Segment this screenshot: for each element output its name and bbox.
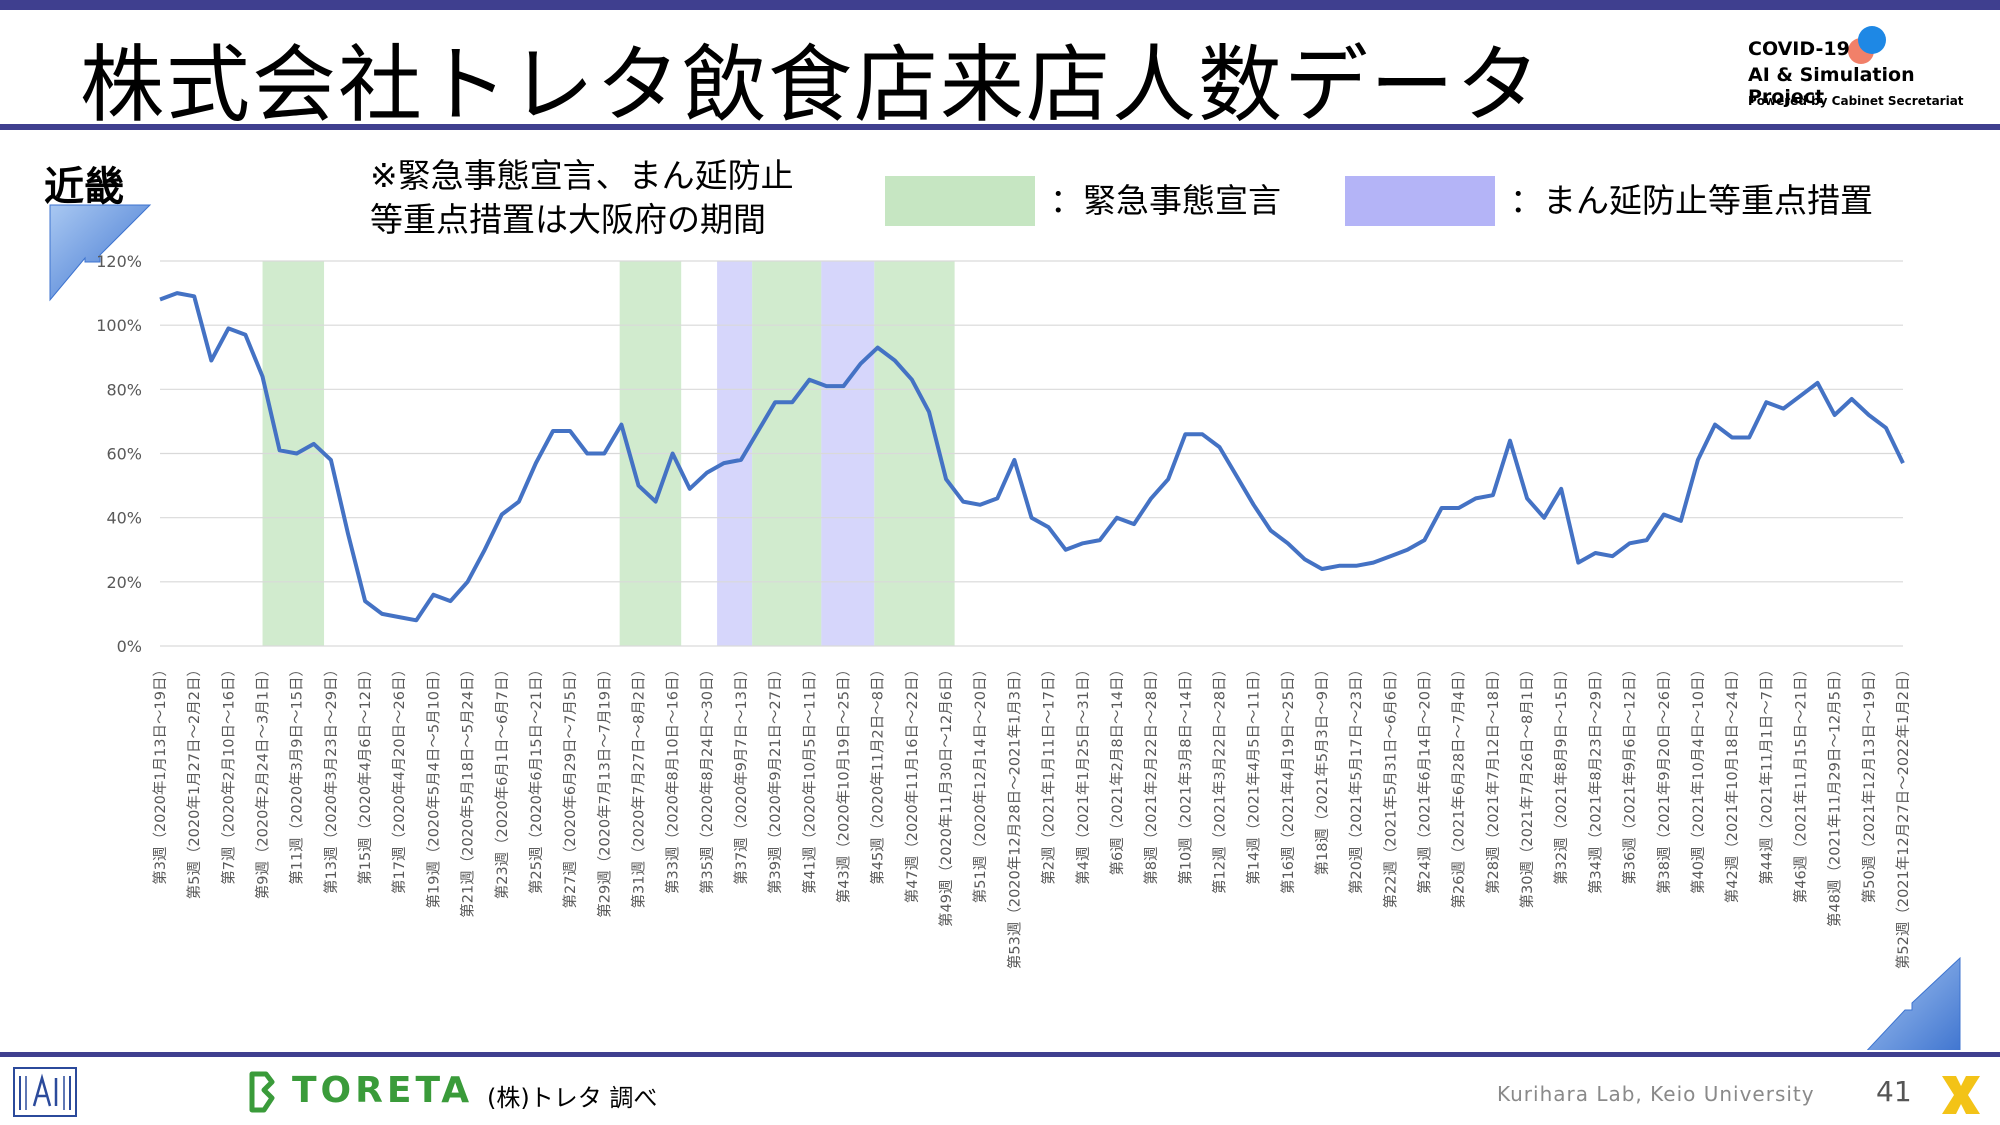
toreta-logo-text: TORETA — [292, 1070, 474, 1111]
y-tick-label: 120% — [96, 252, 142, 271]
x-tick-label: 第27週（2020年6月29日～7月5日） — [561, 662, 579, 908]
covid-project-logo: COVID-19 AI & Simulation Project Powered… — [1748, 26, 1988, 114]
x-tick-label: 第8週（2021年2月22日～28日） — [1142, 662, 1160, 885]
source-text: (株)トレタ 調べ — [487, 1084, 658, 1112]
note-text: ※緊急事態宣言、まん延防止 等重点措置は大阪府の期間 — [370, 154, 794, 242]
x-tick-label: 第40週（2021年10月4日～10日） — [1689, 662, 1707, 894]
legend-emergency-swatch — [885, 176, 1035, 226]
covid-logo-line3: Powered by Cabinet Secretariat — [1748, 94, 1964, 108]
x-tick-label: 第47週（2020年11月16日～22日） — [903, 662, 921, 903]
top-accent-bar — [0, 0, 2000, 10]
x-tick-label: 第52週（2021年12月27日～2022年1月2日） — [1894, 662, 1912, 969]
y-tick-label: 80% — [106, 380, 142, 399]
x-tick-label: 第50週（2021年12月13日～19日） — [1860, 662, 1878, 903]
visitor-series-line — [159, 291, 1905, 623]
x-tick-label: 第21週（2020年5月18日～5月24日） — [459, 662, 477, 918]
legend-priority-label: ：まん延防止等重点措置 — [1510, 181, 1873, 220]
x-tick-label: 第28週（2021年7月12日～18日） — [1484, 662, 1502, 894]
corner-arrow-top-left-icon — [49, 204, 152, 302]
y-tick-label: 0% — [117, 637, 142, 656]
x-tick-label: 第32週（2021年8月9日～15日） — [1552, 662, 1570, 885]
x-tick-label: 第45週（2020年11月2日～8日） — [869, 662, 887, 885]
x-tick-label: 第26週（2021年6月28日～7月4日） — [1450, 662, 1468, 908]
x-tick-label: 第12週（2021年3月22日～28日） — [1211, 662, 1229, 894]
lab-credit: Kurihara Lab, Keio University — [1497, 1082, 1815, 1106]
x-tick-label: 第14週（2021年4月5日～11日） — [1245, 662, 1263, 885]
x-tick-label: 第29週（2020年7月13日～7月19日） — [595, 662, 613, 918]
corner-arrow-bottom-right-icon — [1866, 956, 1961, 1050]
x-tick-label: 第41週（2020年10月5日～11日） — [800, 662, 818, 894]
x-tick-label: 第51週（2020年12月14日～20日） — [971, 662, 989, 903]
x-tick-label: 第2週（2021年1月11日～17日） — [1040, 662, 1058, 885]
x-tick-label: 第4週（2021年1月25日～31日） — [1074, 662, 1092, 885]
legend-priority-swatch — [1345, 176, 1495, 226]
x-tick-label: 第38週（2021年9月20日～26日） — [1655, 662, 1673, 894]
note-line1: ※緊急事態宣言、まん延防止 — [370, 156, 794, 195]
visitor-line-chart: 0% 20% 40% 60% 80% 100% 120% 第3週（2020年1月13日～19… — [49, 204, 1961, 1050]
covid-logo-line2: AI & Simulation Project — [1748, 64, 1915, 108]
x-tick-label: 第20週（2021年5月17日～23日） — [1347, 662, 1365, 894]
x-tick-label: 第30週（2021年7月26日～8月1日） — [1518, 662, 1536, 908]
x-tick-label: 第48週（2021年11月29日～12月5日） — [1826, 662, 1844, 927]
logo-blue-dot-icon — [1858, 26, 1886, 54]
x-brand-logo-icon — [1942, 1076, 1980, 1114]
x-tick-label: 第23週（2020年6月1日～6月7日） — [493, 662, 511, 899]
x-tick-label: 第25週（2020年6月15日～21日） — [527, 662, 545, 894]
x-tick-label: 第46週（2021年11月15日～21日） — [1792, 662, 1810, 903]
x-tick-label: 第35週（2020年8月24日～30日） — [698, 662, 716, 894]
x-tick-label: 第5週（2020年1月27日～2月2日） — [185, 662, 203, 899]
x-tick-label: 第11週（2020年3月9日～15日） — [288, 662, 306, 885]
toreta-mark-icon — [249, 1071, 275, 1113]
y-tick-label: 60% — [106, 445, 142, 464]
x-tick-label: 第22週（2021年5月31日～6月6日） — [1381, 662, 1399, 908]
y-tick-label: 100% — [96, 316, 142, 335]
x-tick-label: 第9週（2020年2月24日～3月1日） — [254, 662, 272, 899]
x-tick-label: 第19週（2020年5月4日～5月10日） — [424, 662, 442, 908]
x-tick-label: 第13週（2020年3月23日～29日） — [322, 662, 340, 894]
x-tick-label: 第24週（2021年6月14日～20日） — [1416, 662, 1434, 894]
x-tick-label: 第33週（2020年8月10日～16日） — [664, 662, 682, 894]
x-tick-label: 第6週（2021年2月8日～14日） — [1108, 662, 1126, 876]
x-tick-label: 第16週（2021年4月19日～25日） — [1279, 662, 1297, 894]
note-line2: 等重点措置は大阪府の期間 — [370, 200, 766, 239]
footer-divider — [0, 1052, 2000, 1057]
legend-emergency-label: ：緊急事態宣言 — [1050, 181, 1281, 220]
x-tick-label: 第49週（2020年11月30日～12月6日） — [937, 662, 955, 927]
page-number: 41 — [1876, 1075, 1912, 1108]
page-title: 株式会社トレタ飲食店来店人数データ — [80, 36, 1543, 134]
x-tick-label: 第10週（2021年3月8日～14日） — [1176, 662, 1194, 885]
x-tick-label: 第36週（2021年9月6日～12日） — [1621, 662, 1639, 885]
x-tick-label: 第42週（2021年10月18日～24日） — [1723, 662, 1741, 903]
region-label: 近畿 — [44, 164, 124, 210]
title-divider — [0, 124, 2000, 130]
x-tick-label: 第37週（2020年9月7日～13日） — [732, 662, 750, 885]
x-tick-label: 第7週（2020年2月10日～16日） — [219, 662, 237, 885]
x-tick-label: 第43週（2020年10月19日～25日） — [835, 662, 853, 903]
x-tick-label: 第53週（2020年12月28日～2021年1月3日） — [1005, 662, 1023, 969]
y-tick-label: 40% — [106, 509, 142, 528]
x-tick-label: 第3週（2020年1月13日～19日） — [151, 662, 169, 885]
x-tick-label: 第17週（2020年4月20日～26日） — [390, 662, 408, 894]
ai-lab-logo-icon — [13, 1067, 77, 1117]
covid-logo-line1: COVID-19 — [1748, 38, 1850, 60]
x-tick-label: 第44週（2021年11月1日～7日） — [1757, 662, 1775, 885]
x-tick-label: 第18週（2021年5月3日～9日） — [1313, 662, 1331, 876]
x-tick-label: 第39週（2020年9月21日～27日） — [766, 662, 784, 894]
x-tick-label: 第34週（2021年8月23日～29日） — [1586, 662, 1604, 894]
x-tick-label: 第15週（2020年4月6日～12日） — [356, 662, 374, 885]
x-tick-label: 第31週（2020年7月27日～8月2日） — [630, 662, 648, 908]
y-tick-label: 20% — [106, 573, 142, 592]
